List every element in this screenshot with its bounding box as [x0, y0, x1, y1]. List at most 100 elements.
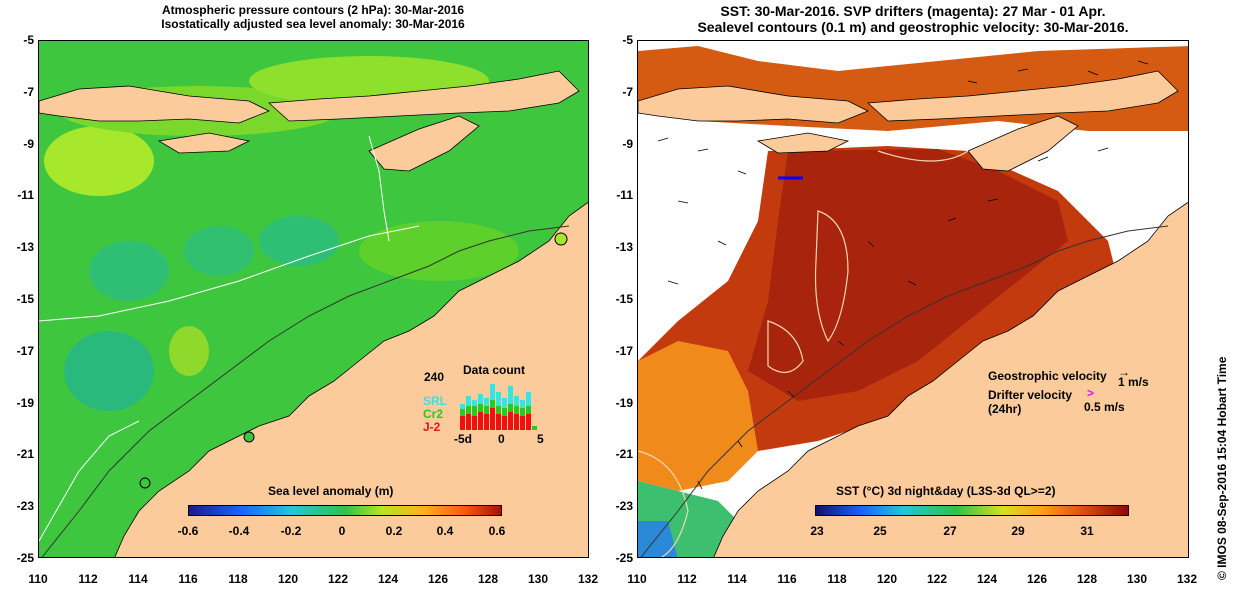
tide-gauge-marker [554, 232, 568, 246]
legend-j2: J-2 [423, 420, 441, 434]
x-tick-label: 110 [627, 572, 647, 586]
y-tick-label: -11 [616, 188, 633, 202]
data-count-x-label: 5 [537, 432, 544, 446]
x-tick-label: 126 [427, 572, 449, 586]
sea-level-colorbar [188, 505, 502, 516]
data-count-x-label: 0 [498, 432, 505, 446]
sea-level-colorbar-label: -0.2 [280, 524, 302, 538]
legend-cr2: Cr2 [423, 407, 444, 421]
sst-svg [638, 41, 1188, 557]
data-count-x-label: -5d [454, 432, 472, 446]
pressure-contour [39, 420, 140, 542]
drifter-arrow-icon: > [1087, 386, 1095, 400]
right-title-line2: Sealevel contours (0.1 m) and geostrophi… [697, 19, 1129, 35]
sea-level-colorbar-label: 0 [338, 524, 346, 538]
bathymetry-contour [640, 225, 1169, 557]
x-tick-label: 112 [78, 572, 98, 586]
geostrophic-velocity-arrows [657, 60, 1149, 490]
java-island [638, 85, 869, 124]
sst-colorbar-label: 25 [873, 524, 887, 538]
sst-colorbar-label: 29 [1011, 524, 1025, 538]
x-tick-label: 118 [827, 572, 847, 586]
data-count-max-label: 240 [424, 370, 445, 384]
sea-level-colorbar-label: -0.4 [228, 524, 250, 538]
left-map-title: Atmospheric pressure contours (2 hPa): 3… [38, 3, 588, 31]
x-tick-label: 132 [1176, 572, 1198, 586]
geostrophic-velocity-label: Geostrophic velocity [988, 369, 1107, 383]
y-tick-label: -17 [615, 344, 633, 358]
y-tick-label: -25 [16, 551, 34, 565]
hot-sst-core [748, 149, 1068, 401]
x-tick-label: 124 [976, 572, 998, 586]
sea-level-contour [638, 450, 689, 557]
sea-level-anomaly-map [38, 40, 589, 558]
sea-level-colorbar-label: 0.4 [436, 524, 454, 538]
sumba-island [756, 132, 850, 154]
y-tick-label: -11 [17, 188, 34, 202]
java-island [39, 85, 270, 124]
y-tick-label: -15 [615, 292, 633, 306]
sst-colorbar-title: SST (°C) 3d night&day (L3S-3d QL>=2) [836, 484, 1056, 498]
sea-level-colorbar-label: 0.2 [385, 524, 403, 538]
y-tick-label: -7 [23, 85, 34, 99]
lesser-sunda-islands [268, 70, 580, 122]
timor-island [368, 115, 480, 172]
y-tick-label: -23 [16, 499, 34, 513]
x-tick-label: 124 [377, 572, 399, 586]
y-tick-label: -5 [622, 33, 633, 47]
x-tick-label: 114 [128, 572, 148, 586]
imos-credit: © IMOS 08-Sep-2016 15:04 Hobart Time [1215, 356, 1229, 580]
data-count-title: Data count [463, 363, 526, 377]
x-tick-label: 130 [527, 572, 549, 586]
bathymetry-contour [41, 225, 570, 557]
x-tick-label: 116 [777, 572, 797, 586]
x-tick-label: 122 [926, 572, 948, 586]
tide-gauge-marker [243, 431, 255, 443]
x-tick-label: 132 [577, 572, 599, 586]
y-tick-label: -9 [622, 137, 633, 151]
y-tick-label: -9 [23, 137, 34, 151]
right-map-title: SST: 30-Mar-2016. SVP drifters (magenta)… [637, 3, 1189, 35]
sst-colorbar-label: 31 [1080, 524, 1094, 538]
anomaly-patch [359, 221, 519, 281]
x-tick-label: 116 [178, 572, 198, 586]
y-tick-label: -25 [615, 551, 633, 565]
anomaly-patch [169, 326, 209, 376]
anomaly-high-patch [44, 126, 154, 196]
x-tick-label: 112 [677, 572, 697, 586]
australia-landmass [114, 201, 588, 557]
x-tick-label: 120 [277, 572, 299, 586]
sea-level-anomaly-svg [39, 41, 588, 557]
y-tick-label: -23 [615, 499, 633, 513]
left-title-line2: Isostatically adjusted sea level anomaly… [161, 17, 465, 31]
sst-colorbar-label: 27 [943, 524, 957, 538]
sst-colorbar-label: 23 [810, 524, 824, 538]
drifter-velocity-label: Drifter velocity [988, 388, 1073, 402]
sea-level-colorbar-title: Sea level anomaly (m) [268, 484, 394, 498]
y-tick-label: -17 [16, 344, 34, 358]
geostrophic-scale-label: 1 m/s [1118, 375, 1149, 389]
x-tick-label: 128 [1076, 572, 1098, 586]
y-tick-label: -19 [615, 396, 633, 410]
x-tick-label: 114 [727, 572, 747, 586]
sst-transition [638, 341, 758, 491]
geostrophic-arrow-icon: → [1118, 365, 1130, 379]
drifter-scale-label: 0.5 m/s [1084, 400, 1125, 414]
sumba-island [157, 132, 251, 154]
x-tick-label: 110 [28, 572, 48, 586]
lesser-sunda-islands [867, 70, 1179, 122]
anomaly-low-patch [64, 331, 154, 411]
sea-level-contour [767, 320, 804, 373]
drifter-velocity-sub: (24hr) [988, 402, 1022, 416]
legend-srl: SRL [423, 394, 447, 408]
x-tick-label: 118 [228, 572, 248, 586]
sea-level-colorbar-label: -0.6 [177, 524, 199, 538]
y-tick-label: -19 [16, 396, 34, 410]
sea-level-contour [877, 150, 969, 162]
y-tick-label: -15 [16, 292, 34, 306]
x-tick-label: 128 [477, 572, 499, 586]
y-tick-label: -5 [23, 33, 34, 47]
sst-colorbar [815, 505, 1129, 516]
x-tick-label: 130 [1126, 572, 1148, 586]
x-tick-label: 120 [876, 572, 898, 586]
